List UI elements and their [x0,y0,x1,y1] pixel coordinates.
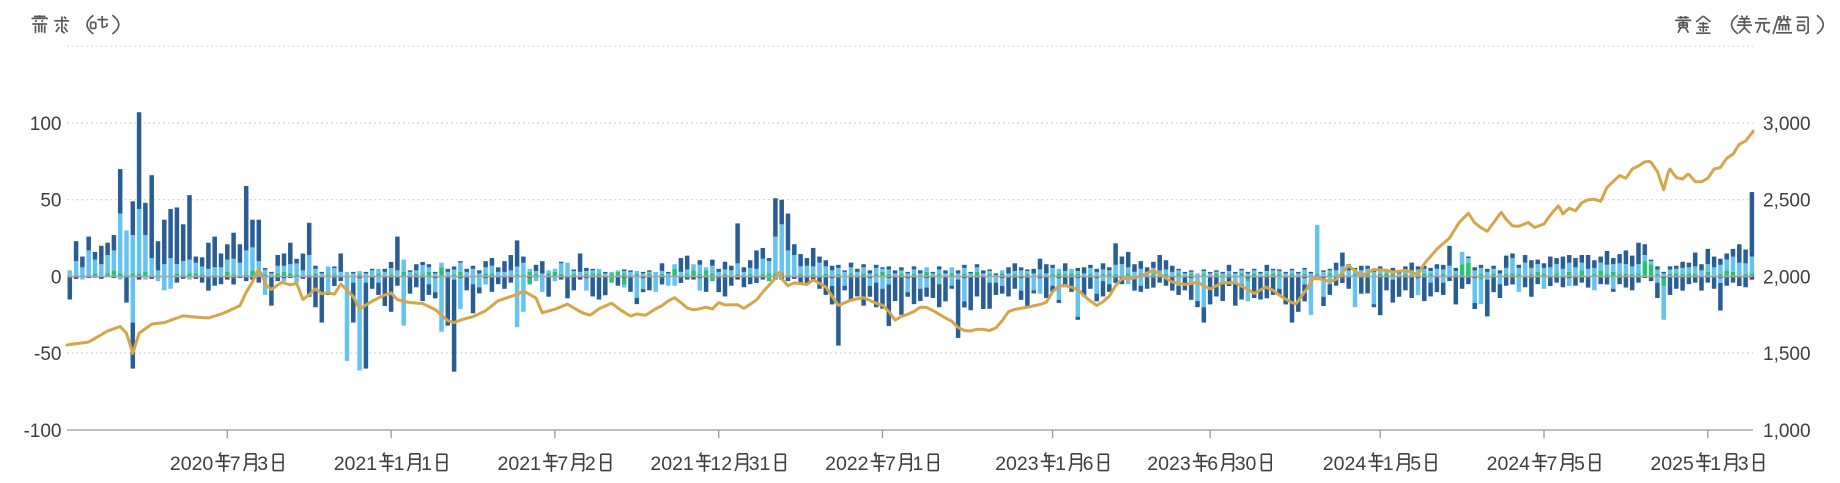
svg-text:1: 1 [1383,453,1394,475]
svg-text:7: 7 [885,453,896,475]
svg-text:2,500: 2,500 [1763,191,1811,212]
svg-text:1,000: 1,000 [1763,421,1811,442]
svg-text:-50: -50 [34,344,61,365]
svg-text:2024: 2024 [1487,453,1531,475]
svg-text:6: 6 [1083,453,1094,475]
svg-text:7: 7 [230,453,241,475]
svg-text:2: 2 [585,453,596,475]
svg-text:2021: 2021 [334,453,377,475]
svg-text:2024: 2024 [1323,453,1367,475]
svg-text:2023: 2023 [1147,453,1190,475]
svg-text:1: 1 [913,453,924,475]
svg-text:2021: 2021 [650,453,693,475]
svg-text:7: 7 [557,453,568,475]
svg-text:5: 5 [1574,453,1585,475]
svg-text:1: 1 [421,453,432,475]
svg-text:1: 1 [394,453,405,475]
svg-text:12: 12 [710,453,732,475]
svg-text:3: 3 [1738,453,1749,475]
svg-text:2021: 2021 [498,453,541,475]
svg-text:1,500: 1,500 [1763,344,1811,365]
svg-text:0: 0 [51,267,62,288]
svg-text:2020: 2020 [170,453,214,475]
svg-text:1: 1 [1710,453,1721,475]
svg-text:2,000: 2,000 [1763,267,1811,288]
svg-text:2023: 2023 [995,453,1038,475]
svg-text:3: 3 [257,453,268,475]
svg-text:100: 100 [30,114,62,135]
svg-text:7: 7 [1547,453,1558,475]
svg-text:-100: -100 [23,421,61,442]
svg-text:1: 1 [1055,453,1066,475]
svg-text:6: 6 [1207,453,1218,475]
svg-text:3,000: 3,000 [1763,114,1811,135]
svg-text:5: 5 [1410,453,1421,475]
svg-text:2025: 2025 [1650,453,1694,475]
svg-text:30: 30 [1235,453,1257,475]
svg-text:2022: 2022 [825,453,868,475]
svg-text:50: 50 [40,191,61,212]
svg-text:31: 31 [749,453,771,475]
